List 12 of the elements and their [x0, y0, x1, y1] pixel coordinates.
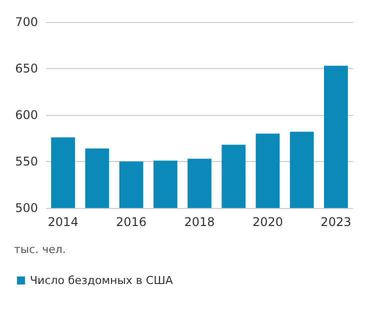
y-tick-label: 700: [15, 15, 38, 29]
x-tick-label: 2018: [184, 215, 215, 229]
y-tick-label: 600: [15, 108, 38, 122]
y-tick-label: 650: [15, 62, 38, 76]
y-axis-title: тыс. чел.: [14, 243, 66, 256]
x-tick-label: 2023: [320, 215, 352, 229]
x-tick-label: 2014: [48, 215, 78, 229]
legend-label: Число бездомных в США: [30, 274, 174, 287]
x-tick-label: 2020: [252, 215, 283, 229]
y-tick-label: 500: [15, 201, 38, 215]
x-tick-label: 2016: [116, 215, 147, 229]
y-tick-label: 550: [15, 154, 38, 168]
